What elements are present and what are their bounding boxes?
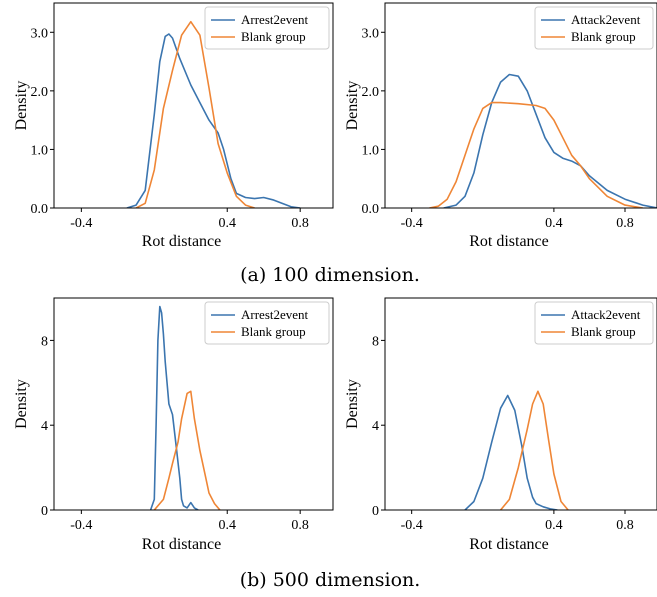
legend-entry: Attack2event [571,307,641,322]
chart-panel-2: -0.4 0.4 0.8 0.0 1.0 2.0 3.0 Rot distance Densit… [344,3,657,250]
y-tick-label: 0 [372,504,379,519]
x-tick-label: 0.4 [218,216,236,231]
y-tick-label: 0.0 [31,202,49,217]
legend-entry: Blank group [571,29,636,44]
y-tick-label: 0.0 [362,202,380,217]
y-tick-label: 3.0 [31,26,49,41]
chart-panel-4: -0.4 0.4 0.8 0 4 8 Rot distance Density Attack2e… [344,298,657,553]
y-tick-label: 2.0 [31,85,49,100]
legend-entry: Blank group [571,324,636,339]
legend-entry: Attack2event [571,12,641,27]
legend-entry: Blank group [241,29,306,44]
y-tick-label: 0 [41,504,48,519]
series-line-1 [127,34,300,208]
x-axis-label: Rot distance [142,536,222,553]
x-tick-label: -0.4 [70,518,92,533]
x-tick-label: -0.4 [401,216,423,231]
x-tick-label: 0.8 [616,216,634,231]
x-tick-label: 0.4 [218,518,236,533]
y-tick-label: 1.0 [362,143,380,158]
y-tick-label: 3.0 [362,26,380,41]
y-tick-label: 2.0 [362,85,380,100]
x-axis-label: Rot distance [469,536,549,553]
y-tick-label: 4 [41,419,48,434]
y-axis-label: Density [344,379,361,429]
series-line-2 [501,391,568,510]
x-tick-label: -0.4 [70,216,92,231]
y-tick-label: 8 [372,334,379,349]
series-line-2 [154,391,220,510]
legend-entry: Blank group [241,324,306,339]
chart-panel-1: -0.4 0.4 0.8 0.0 1.0 2.0 3.0 Rot distance Densit… [13,3,333,250]
legend: Attack2event Blank group [535,7,653,49]
series-line-1 [151,307,199,511]
y-axis-label: Density [13,81,30,131]
x-tick-label: 0.4 [545,216,563,231]
x-tick-label: 0.8 [291,216,309,231]
y-tick-label: 4 [372,419,379,434]
chart-panel-3: -0.4 0.4 0.8 0 4 8 Rot distance Density Arrest2e… [13,298,333,553]
y-axis-label: Density [344,81,361,131]
legend-entry: Arrest2event [241,12,309,27]
legend: Attack2event Blank group [535,302,653,344]
legend: Arrest2event Blank group [205,7,329,49]
x-tick-label: 0.8 [291,518,309,533]
x-tick-label: 0.8 [616,518,634,533]
legend-entry: Arrest2event [241,307,309,322]
series-line-1 [444,75,657,209]
caption-a: (a) 100 dimension. [240,264,420,286]
y-tick-label: 8 [41,334,48,349]
y-tick-label: 1.0 [31,143,49,158]
caption-b: (b) 500 dimension. [240,569,421,591]
x-tick-label: -0.4 [401,518,423,533]
legend: Arrest2event Blank group [205,302,329,344]
y-axis-label: Density [13,379,30,429]
x-axis-label: Rot distance [469,233,549,250]
x-tick-label: 0.4 [545,518,563,533]
x-axis-label: Rot distance [142,233,222,250]
